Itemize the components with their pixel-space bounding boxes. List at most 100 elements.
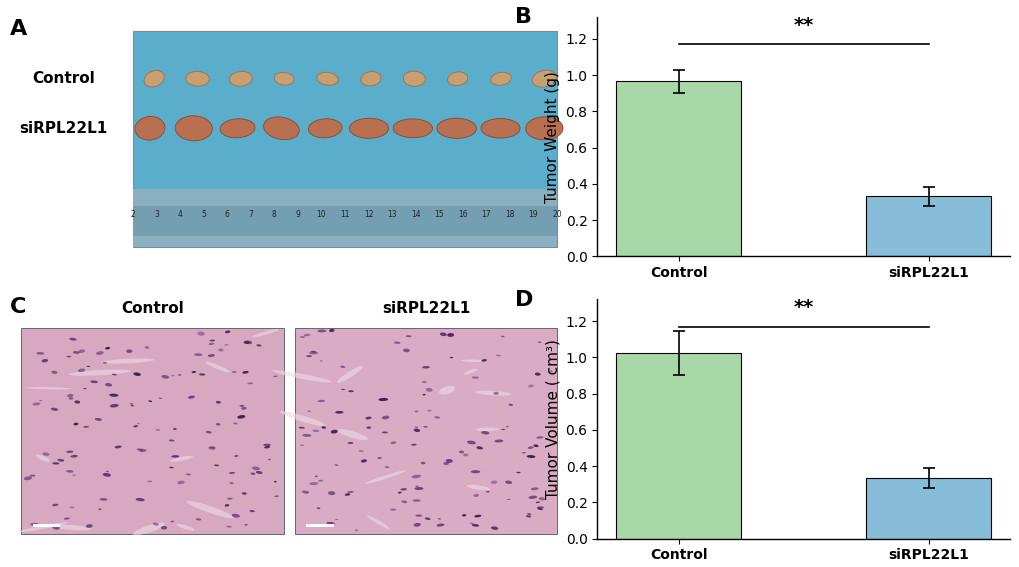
Ellipse shape	[110, 404, 118, 408]
Ellipse shape	[516, 472, 520, 473]
Ellipse shape	[272, 370, 331, 382]
Ellipse shape	[527, 446, 533, 449]
Ellipse shape	[473, 494, 479, 497]
Ellipse shape	[535, 502, 539, 503]
Ellipse shape	[300, 336, 305, 338]
Ellipse shape	[229, 71, 252, 86]
Ellipse shape	[210, 446, 215, 448]
Ellipse shape	[105, 347, 110, 349]
Ellipse shape	[526, 515, 531, 518]
Text: 7: 7	[248, 210, 253, 219]
Ellipse shape	[52, 525, 92, 530]
Ellipse shape	[129, 403, 133, 405]
Ellipse shape	[467, 441, 475, 445]
Ellipse shape	[302, 434, 311, 437]
Ellipse shape	[328, 491, 335, 495]
Text: 5: 5	[201, 210, 206, 219]
Ellipse shape	[17, 522, 68, 532]
Ellipse shape	[177, 374, 181, 376]
Ellipse shape	[268, 459, 271, 460]
Ellipse shape	[185, 71, 209, 86]
Ellipse shape	[462, 514, 466, 517]
Ellipse shape	[537, 341, 541, 342]
Ellipse shape	[109, 393, 118, 397]
Ellipse shape	[136, 498, 145, 501]
Ellipse shape	[400, 488, 407, 490]
Ellipse shape	[229, 482, 233, 484]
Ellipse shape	[309, 352, 318, 354]
Ellipse shape	[33, 403, 41, 405]
Ellipse shape	[42, 359, 48, 362]
Ellipse shape	[187, 396, 195, 399]
Ellipse shape	[397, 492, 401, 493]
Ellipse shape	[216, 423, 220, 426]
Ellipse shape	[244, 341, 249, 344]
Ellipse shape	[334, 464, 338, 466]
Ellipse shape	[245, 524, 248, 526]
Text: 17: 17	[481, 210, 491, 219]
Ellipse shape	[251, 472, 255, 475]
Ellipse shape	[153, 523, 159, 526]
Ellipse shape	[103, 473, 111, 477]
Ellipse shape	[476, 428, 498, 431]
Ellipse shape	[436, 118, 476, 138]
Ellipse shape	[263, 444, 270, 446]
Ellipse shape	[144, 70, 164, 87]
Ellipse shape	[30, 475, 36, 477]
Bar	[33, 524, 60, 527]
Ellipse shape	[37, 352, 44, 354]
Ellipse shape	[176, 524, 195, 531]
Ellipse shape	[156, 429, 160, 430]
Ellipse shape	[206, 431, 211, 434]
Text: **: **	[793, 16, 813, 35]
Bar	[21, 328, 283, 534]
Ellipse shape	[527, 513, 531, 515]
Text: 3: 3	[154, 210, 159, 219]
Ellipse shape	[145, 346, 149, 349]
Ellipse shape	[67, 394, 73, 397]
Ellipse shape	[317, 329, 326, 332]
Ellipse shape	[334, 519, 338, 520]
Ellipse shape	[279, 411, 326, 426]
Ellipse shape	[525, 117, 562, 140]
Ellipse shape	[392, 119, 432, 138]
Ellipse shape	[177, 481, 184, 484]
Ellipse shape	[73, 422, 78, 425]
Ellipse shape	[68, 397, 73, 400]
Ellipse shape	[186, 501, 234, 518]
Ellipse shape	[208, 354, 215, 357]
Ellipse shape	[318, 400, 325, 402]
Ellipse shape	[161, 526, 167, 530]
Ellipse shape	[86, 524, 93, 528]
Ellipse shape	[98, 509, 102, 510]
Ellipse shape	[500, 336, 504, 337]
Ellipse shape	[133, 373, 141, 376]
Ellipse shape	[274, 481, 276, 483]
Ellipse shape	[490, 480, 497, 484]
Text: 16: 16	[458, 210, 467, 219]
Ellipse shape	[415, 514, 422, 517]
Ellipse shape	[536, 506, 543, 509]
Ellipse shape	[412, 475, 421, 479]
Ellipse shape	[106, 471, 109, 472]
Ellipse shape	[31, 523, 39, 526]
Ellipse shape	[198, 332, 205, 336]
Ellipse shape	[208, 447, 215, 450]
Ellipse shape	[393, 341, 400, 344]
Ellipse shape	[23, 476, 32, 480]
Ellipse shape	[337, 429, 368, 440]
Ellipse shape	[227, 498, 232, 500]
Ellipse shape	[24, 387, 71, 390]
Ellipse shape	[171, 375, 174, 376]
Ellipse shape	[361, 459, 367, 463]
Ellipse shape	[43, 452, 49, 456]
Ellipse shape	[51, 408, 58, 411]
Ellipse shape	[302, 490, 309, 494]
Ellipse shape	[199, 374, 205, 375]
Ellipse shape	[161, 375, 169, 379]
Ellipse shape	[347, 442, 353, 444]
Ellipse shape	[133, 425, 138, 428]
Bar	[865, 197, 990, 256]
Ellipse shape	[365, 417, 371, 420]
Ellipse shape	[95, 418, 102, 421]
